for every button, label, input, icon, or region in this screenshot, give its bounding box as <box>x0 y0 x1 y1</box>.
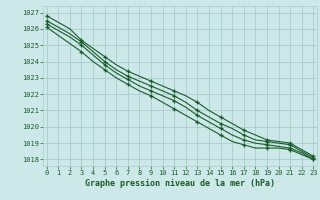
X-axis label: Graphe pression niveau de la mer (hPa): Graphe pression niveau de la mer (hPa) <box>85 179 275 188</box>
